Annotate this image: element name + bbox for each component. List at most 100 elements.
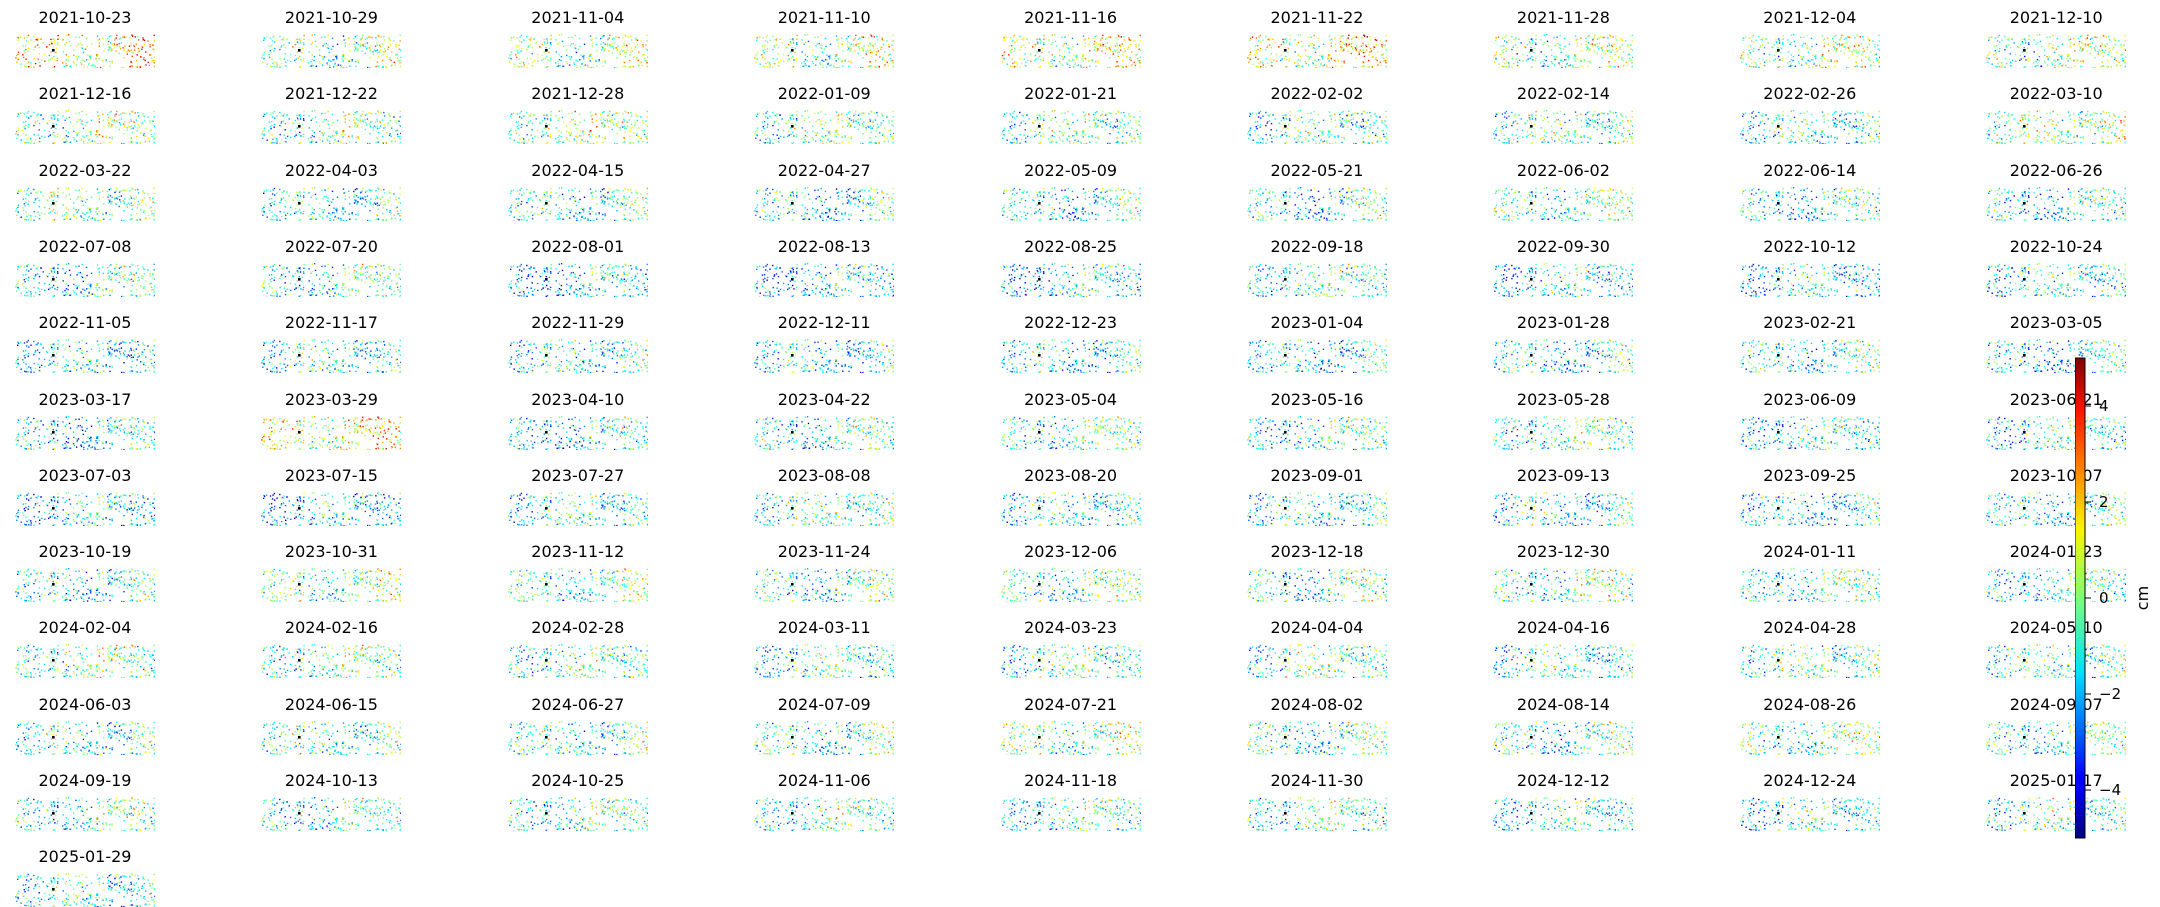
displacement-point [1816, 44, 1817, 45]
displacement-point [378, 66, 379, 67]
displacement-point [281, 139, 282, 140]
displacement-point [1867, 39, 1868, 40]
displacement-point [767, 41, 768, 42]
displacement-point [1504, 66, 1505, 67]
displacement-point [571, 132, 572, 133]
displacement-point [136, 120, 137, 121]
displacement-point [1072, 66, 1073, 67]
panel-title: 2021-12-04 [1735, 8, 1885, 28]
displacement-point [123, 57, 124, 58]
displacement-point [1386, 57, 1387, 58]
displacement-point [1833, 123, 1834, 124]
displacement-point [384, 128, 385, 129]
displacement-point [99, 42, 100, 43]
displacement-point [119, 115, 120, 116]
displacement-point [1115, 37, 1116, 38]
displacement-point [345, 42, 346, 43]
displacement-point [1812, 55, 1813, 56]
displacement-point [537, 54, 538, 55]
displacement-point [1842, 45, 1843, 46]
displacement-point [1011, 40, 1012, 41]
displacement-point [510, 116, 511, 117]
displacement-point [330, 143, 331, 144]
displacement-point [1330, 39, 1331, 40]
displacement-point [1329, 35, 1330, 36]
displacement-point [301, 59, 302, 60]
displacement-point [1580, 136, 1581, 137]
displacement-point [2099, 49, 2100, 50]
displacement-point [303, 136, 304, 137]
displacement-point [324, 56, 325, 57]
displacement-point [51, 128, 52, 129]
displacement-point [1601, 113, 1602, 114]
displacement-point [1505, 36, 1506, 37]
displacement-point [1076, 131, 1077, 132]
displacement-point [1042, 42, 1043, 43]
displacement-point [609, 111, 610, 112]
displacement-point [890, 58, 891, 59]
displacement-point [145, 136, 146, 137]
displacement-point [893, 66, 894, 67]
displacement-point [121, 119, 122, 120]
displacement-point [66, 130, 67, 131]
displacement-point [1341, 124, 1342, 125]
displacement-point [816, 121, 817, 122]
displacement-point [1305, 126, 1306, 127]
displacement-point [875, 43, 876, 44]
displacement-point [1055, 122, 1056, 123]
displacement-point [831, 141, 832, 142]
displacement-point [1035, 58, 1036, 59]
displacement-point [308, 138, 309, 139]
displacement-point [304, 115, 305, 116]
displacement-point [99, 45, 100, 46]
displacement-point [848, 48, 849, 49]
displacement-point [1838, 43, 1839, 44]
displacement-point [1524, 46, 1525, 47]
displacement-point [1082, 112, 1083, 113]
displacement-point [1869, 116, 1870, 117]
displacement-point [1252, 113, 1253, 114]
displacement-point [838, 122, 839, 123]
displacement-point [1349, 44, 1350, 45]
displacement-point [327, 140, 328, 141]
displacement-point [1039, 40, 1040, 41]
displacement-point [1362, 61, 1363, 62]
displacement-point [528, 139, 529, 140]
panel-title: 2022-01-21 [996, 84, 1146, 104]
displacement-point [138, 39, 139, 40]
displacement-point [1543, 120, 1544, 121]
displacement-point [328, 111, 329, 112]
displacement-point [140, 66, 141, 67]
displacement-point [129, 37, 130, 38]
displacement-map [261, 110, 401, 144]
displacement-point [1501, 133, 1502, 134]
displacement-point [788, 131, 789, 132]
displacement-point [2109, 48, 2110, 49]
displacement-point [1602, 67, 1603, 68]
displacement-point [777, 135, 778, 136]
displacement-point [1011, 125, 1012, 126]
displacement-point [1548, 66, 1549, 67]
displacement-point [1811, 135, 1812, 136]
displacement-point [2067, 56, 2068, 57]
displacement-point [1356, 50, 1357, 51]
displacement-point [618, 37, 619, 38]
panel-title: 2021-12-22 [256, 84, 406, 104]
displacement-point [1517, 53, 1518, 54]
displacement-point [1370, 39, 1371, 40]
displacement-point [39, 138, 40, 139]
displacement-point [1134, 65, 1135, 66]
displacement-point [1023, 37, 1024, 38]
displacement-point [1136, 130, 1137, 131]
displacement-point [280, 143, 281, 144]
displacement-point [1330, 67, 1331, 68]
displacement-point [801, 138, 802, 139]
displacement-point [792, 132, 793, 133]
displacement-point [23, 122, 24, 123]
displacement-point [2121, 46, 2122, 47]
displacement-point [607, 121, 608, 122]
displacement-point [123, 48, 124, 49]
displacement-point [851, 60, 852, 61]
displacement-point [362, 111, 363, 112]
displacement-point [66, 42, 67, 43]
